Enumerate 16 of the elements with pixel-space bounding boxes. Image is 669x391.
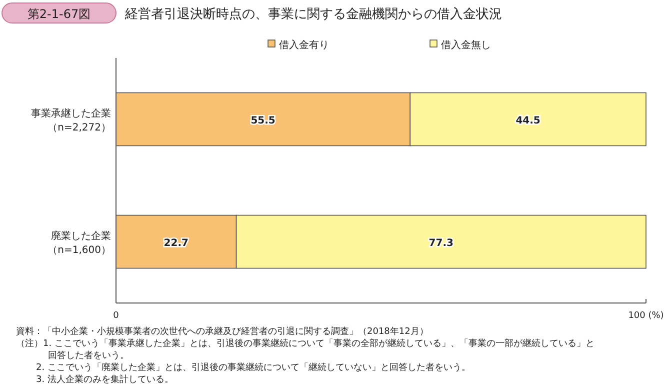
- y-tick-label: 廃業した企業（n=1,600）: [48, 230, 111, 256]
- text: （注）1. ここでいう「事業承継した企業」とは、引退後の事業継続について「事業の全部が継続している」、「事業の一部が継続している」と回答した者をいう。: [16, 338, 594, 361]
- legend-label: 借入金無し: [441, 39, 491, 51]
- data-label: 22.7: [164, 238, 189, 249]
- text: 3. 法人企業のみを集計している。: [36, 374, 174, 385]
- data-label: 55.5: [250, 115, 276, 126]
- data-label: 44.5: [516, 115, 540, 126]
- legend-label: 借入金有り: [279, 39, 329, 51]
- data-label: 77.3: [428, 238, 454, 249]
- y-tick-label: 事業承継した企業（n=2,272）: [31, 107, 111, 134]
- text: 資料：「中小企業・小規模事業者の次世代への承継及び経営者の引退に関する調査」（2018年12月）: [16, 326, 428, 337]
- text: 2. ここでいう「廃業した企業」とは、引退後の事業継続について「継続していない」と回答した者をいう。: [36, 362, 470, 373]
- chart-title: 経営者引退決断時点の、事業に関する金融機関からの借入金状況: [124, 7, 502, 22]
- x-tick-label: 0: [113, 311, 120, 321]
- chart-subtitle: 第2-1-67図: [27, 7, 91, 21]
- x-tick-label: 100 (%): [628, 311, 664, 321]
